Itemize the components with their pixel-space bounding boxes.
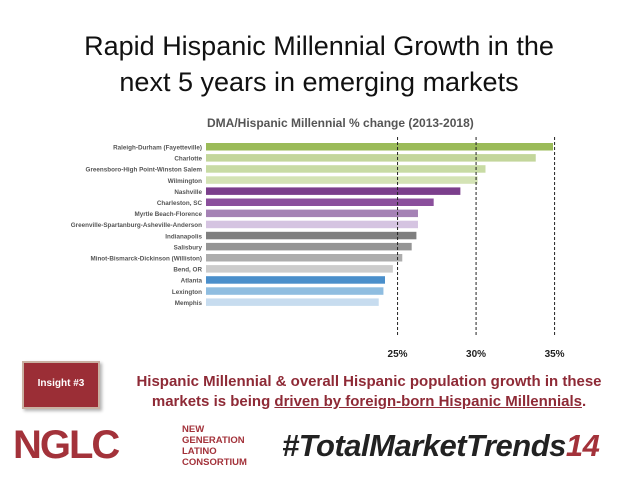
bar-chart: 25% 30% 35% Raleigh-Durham (Fayetteville) Ch… <box>71 137 565 360</box>
tick-label-2: 35% <box>545 349 565 360</box>
chart-title: DMA/Hispanic Millennial % change (2013-2… <box>207 116 474 130</box>
category-label: Indianapolis <box>165 233 202 240</box>
insight-text-end: . <box>581 393 587 410</box>
category-label: Lexington <box>172 289 202 296</box>
bar <box>206 220 418 229</box>
title-line-2: next 5 years in emerging markets <box>119 67 519 97</box>
category-label: Bend, OR <box>173 267 202 274</box>
bar <box>206 165 486 173</box>
category-label: Memphis <box>175 300 203 307</box>
hashtag: #TotalMarketTrends14 <box>282 428 600 464</box>
bar <box>206 231 417 240</box>
insight-text: Hispanic Millennial & overall Hispanic p… <box>108 372 630 412</box>
title-line-1: Rapid Hispanic Millennial Growth in the <box>84 31 554 61</box>
category-label: Raleigh-Durham (Fayetteville) <box>113 145 202 152</box>
category-label: Salisbury <box>174 244 203 251</box>
insight-badge: Insight #3 <box>22 361 100 409</box>
nglc-sub-line-4: CONSORTIUM <box>182 457 247 468</box>
bar <box>206 187 461 195</box>
bar <box>206 209 418 218</box>
bar <box>206 143 554 151</box>
category-label: Greensboro-High Point-Winston Salem <box>86 167 203 174</box>
bar <box>206 254 403 262</box>
category-label: Minot-Bismarck-Dickinson (Williston) <box>90 256 202 263</box>
nglc-logo-subtitle: NEW GENERATION LATINO CONSORTIUM <box>182 424 247 468</box>
insight-text-part1: Hispanic Millennial & overall Hispanic p… <box>136 373 602 410</box>
hashtag-number: 14 <box>565 428 600 463</box>
category-label: Charlotte <box>174 156 202 163</box>
nglc-logo: NGLC <box>13 423 120 467</box>
bar <box>206 265 393 273</box>
nglc-sub-line-3: LATINO <box>182 446 217 457</box>
bar <box>206 276 385 284</box>
bar <box>206 298 379 306</box>
bar <box>206 287 384 295</box>
category-label: Myrtle Beach-Florence <box>134 211 202 218</box>
insight-text-underlined: driven by foreign-born Hispanic Millenni… <box>274 393 582 410</box>
bar <box>206 176 478 184</box>
category-label: Greenville-Spartanburg-Asheville-Anderso… <box>71 222 202 229</box>
bar <box>206 198 434 206</box>
bar <box>206 154 536 162</box>
category-label: Charleston, SC <box>157 200 203 207</box>
hashtag-main: #TotalMarketTrends <box>282 428 566 463</box>
nglc-sub-line-2: GENERATION <box>182 435 245 446</box>
slide-title: Rapid Hispanic Millennial Growth in the … <box>0 28 638 100</box>
category-label: Wilmington <box>168 178 202 185</box>
category-label: Atlanta <box>181 278 203 285</box>
nglc-sub-line-1: NEW <box>182 424 205 435</box>
tick-label-0: 25% <box>388 349 408 360</box>
tick-label-1: 30% <box>466 349 486 360</box>
category-label: Nashville <box>174 189 202 196</box>
bar <box>206 242 412 251</box>
insight-badge-label: Insight #3 <box>37 378 85 389</box>
